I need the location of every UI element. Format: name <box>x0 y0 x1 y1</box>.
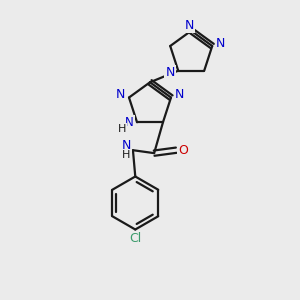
Text: N: N <box>116 88 125 101</box>
Text: N: N <box>165 66 175 79</box>
Text: N: N <box>185 19 194 32</box>
Text: N: N <box>175 88 184 101</box>
Text: H: H <box>118 124 126 134</box>
Text: H: H <box>122 150 131 160</box>
Text: N: N <box>125 116 134 129</box>
Text: N: N <box>122 139 131 152</box>
Text: O: O <box>178 144 188 157</box>
Text: Cl: Cl <box>129 232 141 245</box>
Text: N: N <box>216 37 225 50</box>
